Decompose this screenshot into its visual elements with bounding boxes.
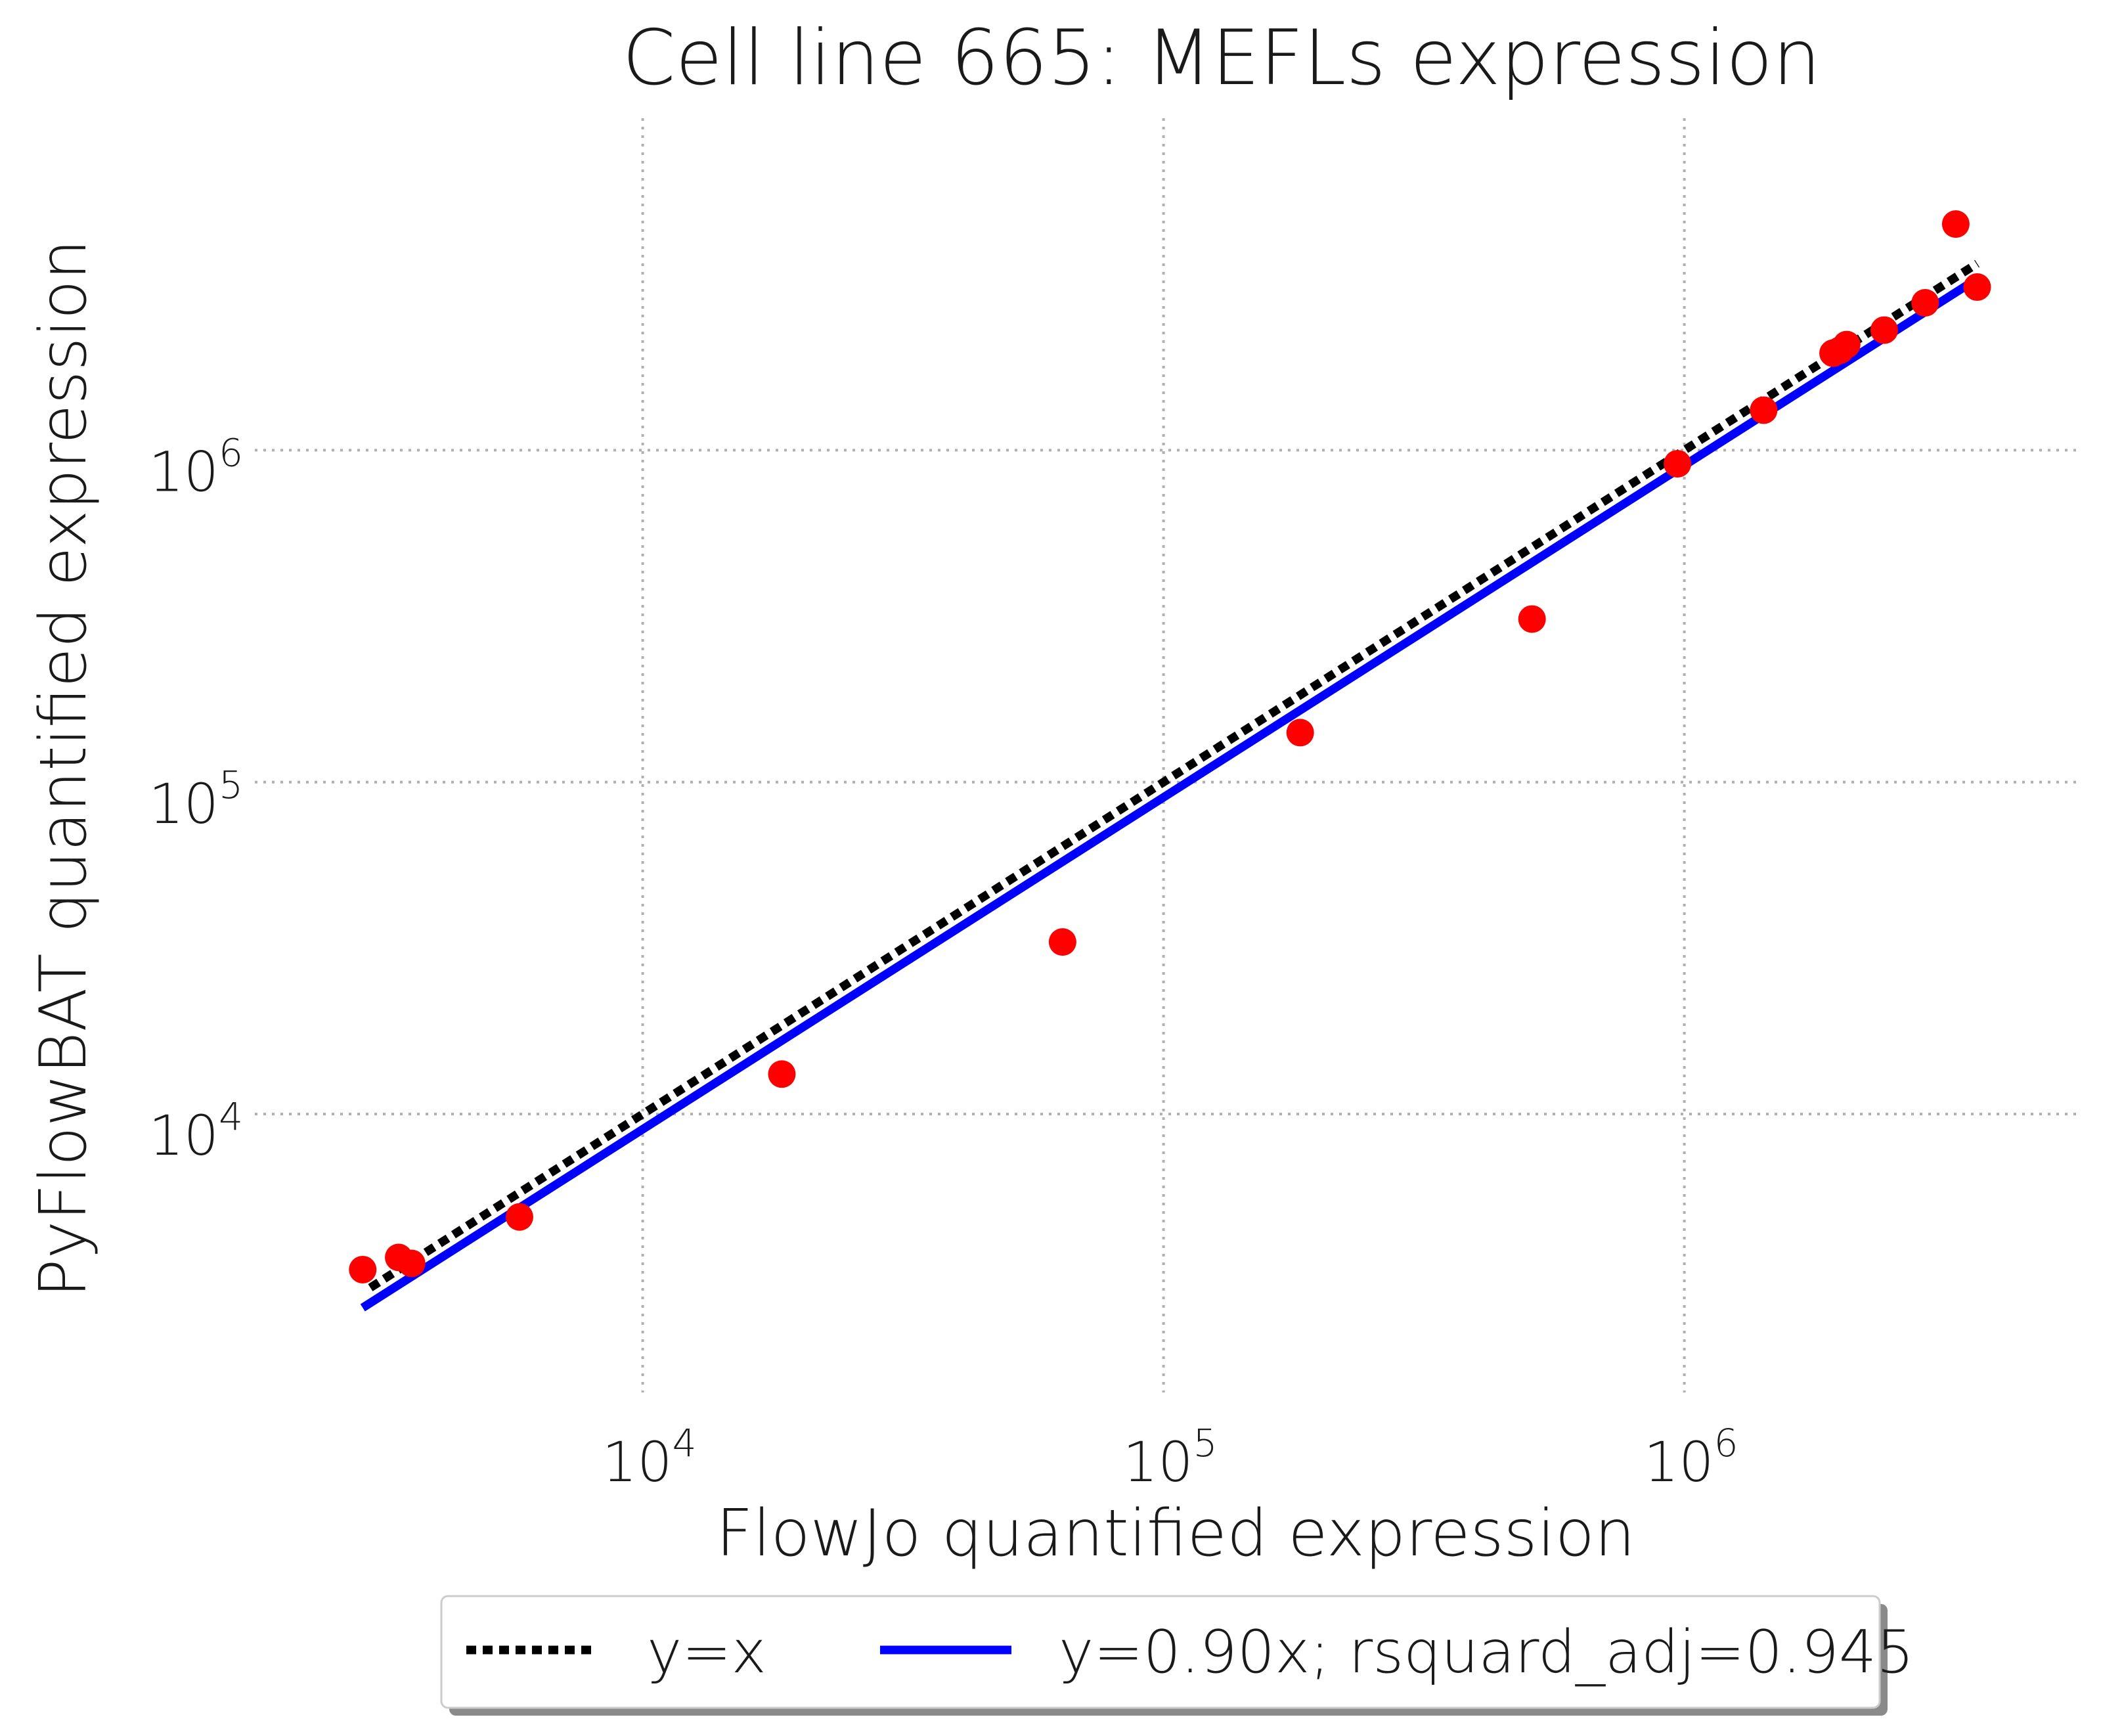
legend-label-fit: y=0.90x; rsquard_adj=0.945: [1059, 1618, 1914, 1687]
data-point-0: [349, 1255, 377, 1283]
data-point-8: [1664, 450, 1692, 478]
chart-title: Cell line 665: MEFLs expression: [622, 14, 1821, 102]
data-point-15: [1941, 210, 1970, 238]
data-point-16: [1963, 273, 1991, 301]
x-tick-label-2: 106: [1644, 1421, 1738, 1494]
data-point-6: [1286, 719, 1314, 747]
legend-label-y-equals-x: y=x: [647, 1618, 766, 1687]
y-tick-label-2: 106: [148, 430, 243, 504]
y-axis-label: PyFlowBAT quantified expression: [26, 239, 101, 1298]
data-point-5: [1048, 928, 1076, 956]
data-point-14: [1911, 288, 1939, 317]
x-tick-label-0: 104: [602, 1421, 697, 1494]
fit-lines: [360, 259, 1979, 1312]
data-point-4: [768, 1060, 796, 1088]
legend: y=x y=0.90x; rsquard_adj=0.945: [440, 1595, 1914, 1716]
x-tick-label-1: 105: [1123, 1421, 1218, 1494]
data-point-7: [1518, 605, 1546, 633]
legend-box: [440, 1595, 1881, 1709]
data-point-13: [1870, 316, 1898, 344]
data-point-3: [505, 1203, 533, 1231]
identity-line: [368, 259, 1979, 1291]
data-point-2: [397, 1249, 426, 1278]
x-axis-label: FlowJo quantified expression: [716, 1496, 1635, 1571]
data-point-12: [1832, 330, 1861, 359]
y-tick-label-1: 105: [148, 763, 243, 836]
data-points: [349, 210, 1991, 1283]
data-point-9: [1750, 396, 1778, 424]
y-tick-label-0: 104: [148, 1094, 243, 1168]
fit-line: [360, 275, 1979, 1312]
tick-labels: 104 105 106 104 105 106: [148, 430, 1738, 1494]
